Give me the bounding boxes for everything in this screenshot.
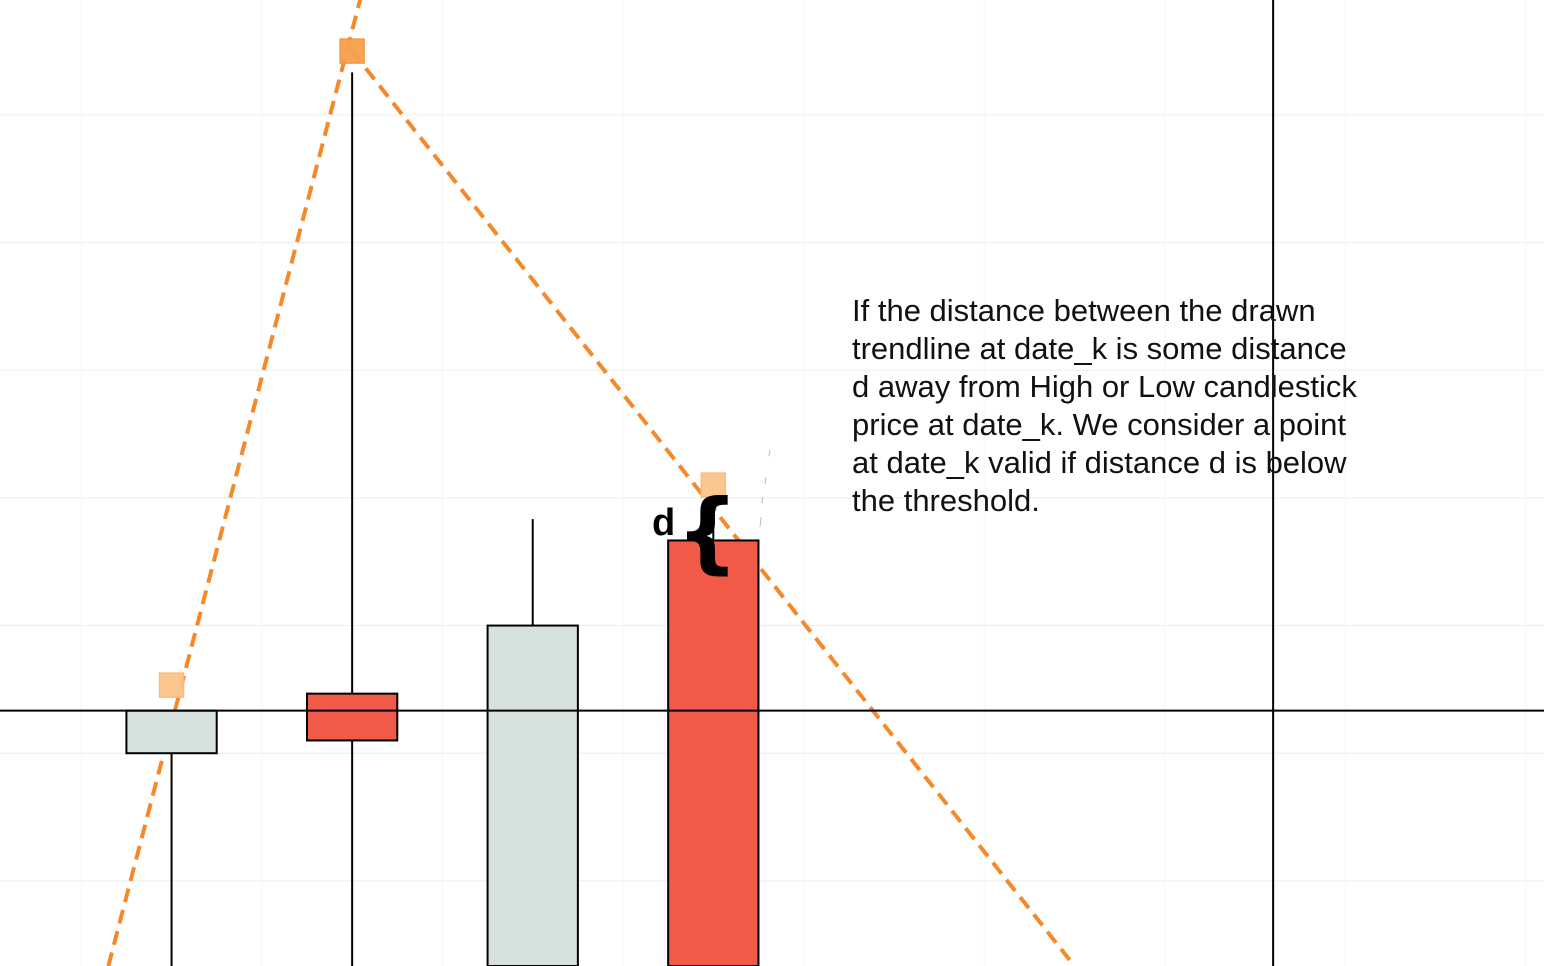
pivot-markers [158, 38, 727, 698]
faint-dash [761, 496, 764, 504]
faint-dash [764, 476, 767, 485]
faint-dash [759, 516, 762, 528]
pivot-marker [158, 672, 185, 698]
pivot-marker [339, 38, 365, 64]
pivot-marker [700, 472, 727, 498]
candle-body [125, 709, 218, 755]
candle-body [667, 539, 760, 966]
distance-label: d [652, 502, 676, 544]
faint-dash [768, 449, 771, 457]
trendline [106, 0, 363, 966]
candle-body [305, 692, 399, 742]
explanation-text: If the distance between the drawn trendl… [852, 293, 1357, 518]
candlesticks [125, 72, 760, 966]
curly-brace-icon: { [676, 480, 739, 583]
faint-dash-marks [759, 449, 771, 528]
candle-body [486, 624, 579, 966]
